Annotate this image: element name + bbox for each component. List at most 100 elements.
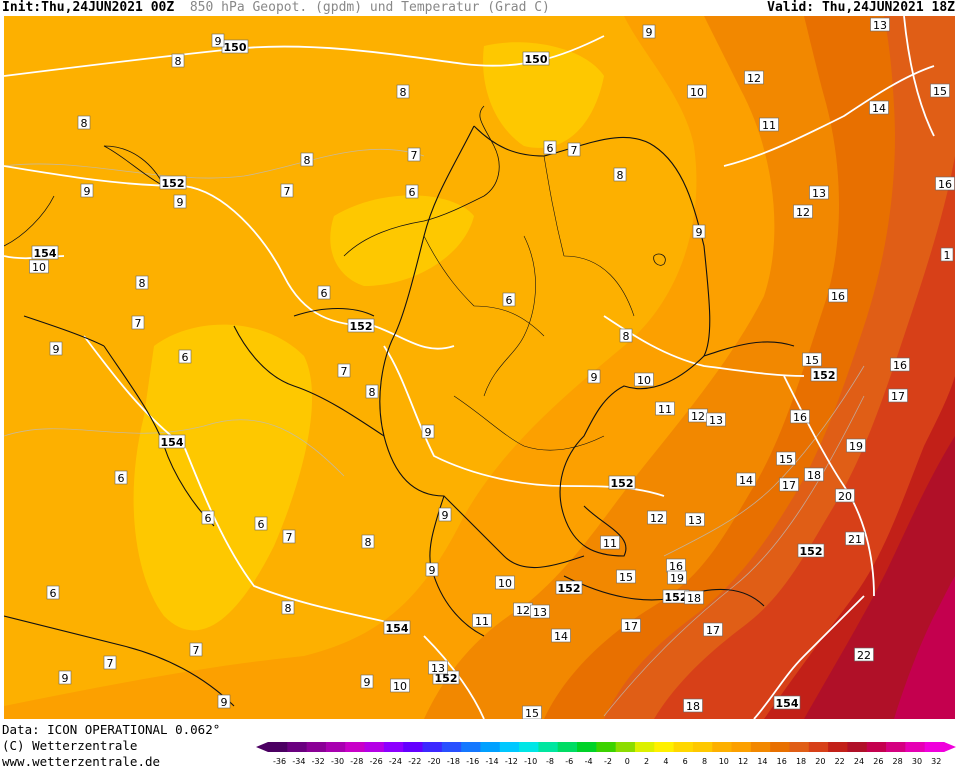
legend-swatch bbox=[461, 742, 481, 752]
temperature-label-box bbox=[687, 84, 707, 99]
temperature-label: 8 bbox=[365, 536, 372, 549]
temperature-label-box bbox=[776, 451, 796, 466]
legend-tick-label: 10 bbox=[719, 757, 729, 766]
temperature-isotherms bbox=[4, 148, 865, 717]
valid-label: Valid: bbox=[767, 0, 815, 15]
legend-tick-label: -12 bbox=[505, 757, 518, 766]
legend-swatch bbox=[383, 742, 404, 752]
legend-swatch bbox=[924, 742, 945, 752]
geopotential-label-box bbox=[773, 695, 801, 710]
geopotential-label: 150 bbox=[224, 41, 247, 54]
temperature-label: 12 bbox=[691, 410, 705, 423]
temperature-label-box bbox=[809, 185, 829, 200]
legend-swatch bbox=[731, 742, 752, 752]
temperature-label-box bbox=[828, 288, 848, 303]
temperature-label-box bbox=[543, 140, 557, 155]
geopotential-label: 152 bbox=[162, 177, 185, 190]
legend-tick-label: 28 bbox=[893, 757, 903, 766]
temperature-label-box bbox=[428, 660, 448, 675]
legend-swatch bbox=[673, 742, 694, 752]
temperature-label: 14 bbox=[872, 102, 886, 115]
temperature-label: 9 bbox=[53, 343, 60, 356]
legend-swatch bbox=[692, 742, 713, 752]
geopotential-label: 154 bbox=[34, 247, 57, 260]
temperature-label-box bbox=[587, 369, 601, 384]
temperature-label-box bbox=[802, 352, 822, 367]
temperature-label-box bbox=[793, 204, 813, 219]
legend-tick-label: -32 bbox=[312, 757, 325, 766]
geopotential-label: 152 bbox=[800, 545, 823, 558]
temperature-label: 7 bbox=[284, 185, 291, 198]
temperature-label-box bbox=[421, 424, 435, 439]
temperature-label-box bbox=[619, 328, 633, 343]
temperature-label-box bbox=[804, 467, 824, 482]
temperature-label-box bbox=[281, 600, 295, 615]
temperature-label-box bbox=[502, 292, 516, 307]
temperature-label-box bbox=[438, 507, 452, 522]
legend-tick-label: -24 bbox=[389, 757, 402, 766]
temperature-label: 6 bbox=[409, 186, 416, 199]
temperature-label-box bbox=[621, 618, 641, 633]
temperature-label: 11 bbox=[475, 615, 489, 628]
geopotential-label: 154 bbox=[776, 697, 799, 710]
temperature-label-box bbox=[317, 285, 331, 300]
geopotential-label-box bbox=[522, 51, 550, 66]
temperature-label: 16 bbox=[938, 178, 952, 191]
legend-tick-label: -20 bbox=[428, 757, 441, 766]
legend-swatch bbox=[866, 742, 887, 752]
temperature-label-box bbox=[779, 477, 799, 492]
geopotential-label: 150 bbox=[525, 53, 548, 66]
temperature-label-box bbox=[29, 259, 49, 274]
temperature-label-box bbox=[703, 622, 723, 637]
temperature-label: 17 bbox=[624, 620, 638, 633]
legend-tick-label: -30 bbox=[331, 757, 344, 766]
temperature-label-box bbox=[46, 585, 60, 600]
temperature-label-box bbox=[201, 510, 215, 525]
legend-tick-label: -26 bbox=[370, 757, 383, 766]
temperature-label: 21 bbox=[848, 533, 862, 546]
legend-swatch bbox=[905, 742, 926, 752]
temperature-label: 9 bbox=[62, 672, 69, 685]
temperature-label: 8 bbox=[139, 277, 146, 290]
temperature-label: 9 bbox=[177, 196, 184, 209]
geopotential-label-box bbox=[31, 245, 59, 260]
temperature-label: 9 bbox=[442, 509, 449, 522]
map-title: 850 hPa Geopot. (gpdm) und Temperatur (G… bbox=[189, 0, 550, 15]
temperature-label: 11 bbox=[603, 537, 617, 550]
temp-band-6-north bbox=[330, 195, 474, 286]
temperature-label-box bbox=[930, 83, 950, 98]
temperature-label-box bbox=[49, 341, 63, 356]
legend-swatch bbox=[712, 742, 733, 752]
temperature-label: 13 bbox=[431, 662, 445, 675]
temperature-label-box bbox=[854, 647, 874, 662]
temperature-label: 7 bbox=[135, 317, 142, 330]
temperature-label-box bbox=[790, 409, 810, 424]
temperature-label: 10 bbox=[498, 577, 512, 590]
temperature-label-box bbox=[759, 117, 779, 132]
legend-arrow-right bbox=[944, 742, 956, 752]
temperature-label-box bbox=[211, 33, 225, 48]
legend-tick-label: -14 bbox=[486, 757, 499, 766]
legend-swatch bbox=[750, 742, 771, 752]
legend-swatch bbox=[828, 742, 848, 752]
temperature-label-box bbox=[935, 176, 955, 191]
temperature-label-box bbox=[495, 575, 515, 590]
copyright: (C) Wetterzentrale bbox=[2, 738, 138, 753]
temperature-label: 6 bbox=[506, 294, 513, 307]
geopotential-label: 154 bbox=[161, 436, 184, 449]
temp-band-6 bbox=[133, 324, 313, 631]
temperature-label-box bbox=[647, 510, 667, 525]
init-value: Thu,24JUN2021 00Z bbox=[41, 0, 175, 15]
temp-band-6-bay bbox=[483, 42, 604, 148]
legend-swatch bbox=[422, 742, 443, 752]
geopotential-label: 152 bbox=[435, 672, 458, 685]
temperature-label: 9 bbox=[425, 426, 432, 439]
temperature-label: 8 bbox=[400, 86, 407, 99]
temperature-label-box bbox=[189, 642, 203, 657]
temperature-label-box bbox=[846, 438, 866, 453]
temperature-label-box bbox=[77, 115, 91, 130]
temperature-label-box bbox=[58, 670, 72, 685]
temperature-label-box bbox=[940, 247, 954, 262]
temperature-label: 19 bbox=[670, 572, 684, 585]
legend-tick-label: 6 bbox=[683, 757, 688, 766]
